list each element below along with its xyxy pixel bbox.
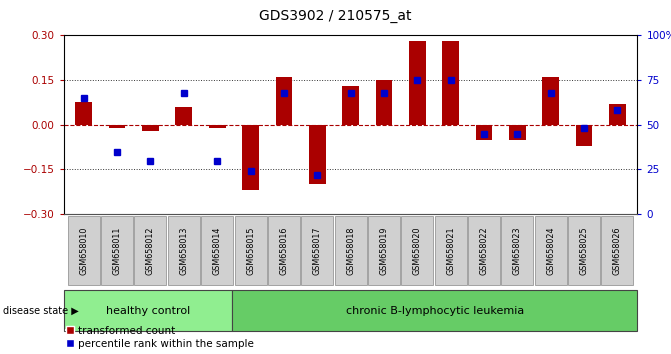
Bar — [242, 125, 259, 190]
Bar — [542, 77, 559, 125]
Text: GSM658021: GSM658021 — [446, 226, 455, 275]
Bar — [409, 41, 425, 125]
Bar — [535, 216, 567, 285]
Bar — [101, 216, 133, 285]
Bar — [576, 125, 592, 145]
Bar — [376, 80, 393, 125]
Bar — [64, 290, 232, 331]
Bar — [401, 216, 433, 285]
Bar — [442, 41, 459, 125]
Bar — [435, 216, 466, 285]
Text: GSM658023: GSM658023 — [513, 226, 522, 275]
Text: GSM658016: GSM658016 — [279, 226, 289, 275]
Bar — [168, 216, 200, 285]
Text: chronic B-lymphocytic leukemia: chronic B-lymphocytic leukemia — [346, 306, 524, 316]
Bar — [268, 216, 300, 285]
Text: GSM658010: GSM658010 — [79, 226, 89, 275]
Text: GDS3902 / 210575_at: GDS3902 / 210575_at — [259, 9, 412, 23]
Text: GSM658015: GSM658015 — [246, 226, 255, 275]
Text: GSM658020: GSM658020 — [413, 226, 422, 275]
Text: GSM658013: GSM658013 — [179, 226, 189, 275]
Bar — [209, 125, 225, 128]
Bar — [301, 216, 333, 285]
Bar — [142, 125, 159, 131]
Text: GSM658024: GSM658024 — [546, 226, 555, 275]
Text: GSM658014: GSM658014 — [213, 226, 221, 275]
Text: GSM658017: GSM658017 — [313, 226, 321, 275]
Bar — [75, 102, 92, 125]
Text: GSM658025: GSM658025 — [580, 226, 588, 275]
Bar — [501, 216, 533, 285]
Text: GSM658012: GSM658012 — [146, 226, 155, 275]
Bar — [201, 216, 234, 285]
Bar — [232, 290, 637, 331]
Bar — [342, 86, 359, 125]
Text: GSM658011: GSM658011 — [113, 226, 121, 275]
Bar — [335, 216, 366, 285]
Text: healthy control: healthy control — [106, 306, 191, 316]
Bar — [276, 77, 293, 125]
Text: disease state ▶: disease state ▶ — [3, 306, 79, 316]
Bar — [134, 216, 166, 285]
Bar — [568, 216, 600, 285]
Bar — [509, 125, 525, 140]
Text: GSM658022: GSM658022 — [480, 226, 488, 275]
Bar — [601, 216, 633, 285]
Bar — [476, 125, 493, 140]
Bar — [468, 216, 500, 285]
Bar — [235, 216, 266, 285]
Bar — [176, 107, 192, 125]
Bar — [309, 125, 325, 184]
Bar — [68, 216, 100, 285]
Text: GSM658026: GSM658026 — [613, 226, 622, 275]
Bar — [109, 125, 125, 128]
Bar — [609, 104, 626, 125]
Text: GSM658019: GSM658019 — [380, 226, 389, 275]
Bar — [368, 216, 400, 285]
Text: GSM658018: GSM658018 — [346, 226, 355, 275]
Legend: transformed count, percentile rank within the sample: transformed count, percentile rank withi… — [66, 326, 254, 349]
